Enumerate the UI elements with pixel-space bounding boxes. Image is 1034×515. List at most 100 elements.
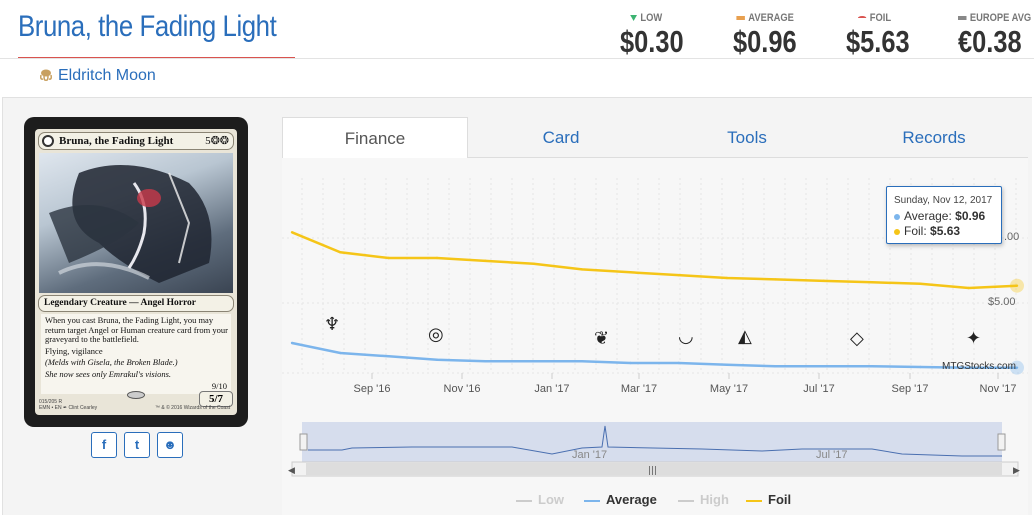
card-name: Bruna, the Fading Light <box>59 135 174 147</box>
average-data-point <box>580 360 584 363</box>
bar-icon <box>958 16 967 21</box>
chart-navigator[interactable]: ◀ ▶ ||| Jan '17 Jul '17 <box>288 422 1020 477</box>
navigator-label: Jul '17 <box>816 449 847 461</box>
tooltip-date: Sunday, Nov 12, 2017 <box>894 195 993 206</box>
navigator-scrollbar-thumb[interactable] <box>306 463 1002 475</box>
navigator-label: Jan '17 <box>572 449 607 461</box>
facebook-button[interactable]: f <box>91 432 117 458</box>
foil-data-point <box>387 256 390 260</box>
card-mana-cost: 5❂❂ <box>205 135 229 147</box>
reddit-button[interactable]: ☻ <box>157 432 183 458</box>
legend-low[interactable]: Low <box>516 492 564 508</box>
foil-data-point <box>290 231 294 234</box>
average-hover-point <box>1010 360 1024 375</box>
twitter-button[interactable]: t <box>124 432 150 458</box>
foil-data-point <box>629 271 632 274</box>
set-symbol-icon: ◇ <box>850 328 864 349</box>
average-data-point <box>919 365 922 369</box>
average-data-point <box>1015 366 1019 369</box>
price-low-label: LOW <box>640 12 663 24</box>
foil-data-point <box>774 278 777 281</box>
x-axis-labels: Sep '16 Nov '16 Jan '17 Mar '17 May '17 Jul '… <box>354 373 1017 395</box>
dfc-icon <box>42 135 54 147</box>
set-symbol-icon: ❦ <box>594 328 609 349</box>
foil-data-point <box>822 279 825 283</box>
x-tick-label: Nov '16 <box>444 383 481 395</box>
curve-icon <box>857 16 867 20</box>
x-tick-label: May '17 <box>710 383 748 395</box>
tab-finance[interactable]: Finance <box>282 117 468 158</box>
y-tick-label: $5.00 <box>988 296 1016 308</box>
tab-records[interactable]: Records <box>902 128 966 147</box>
navigator-right-handle[interactable] <box>997 433 1006 451</box>
legend-average[interactable]: Average <box>584 492 657 508</box>
set-symbol-icon: ✦ <box>966 328 981 349</box>
y-tick-label: .00 <box>1004 231 1019 243</box>
price-europe-label: EUROPE AVG <box>969 12 1032 24</box>
set-name[interactable]: Eldritch Moon <box>58 67 156 84</box>
foil-data-point <box>725 276 729 280</box>
foil-hover-point <box>1010 278 1024 293</box>
average-data-point <box>339 351 342 355</box>
set-symbol-icon: ◭ <box>738 326 752 347</box>
card-ability-text: When you cast Bruna, the Fading Light, y… <box>45 315 228 344</box>
header-divider <box>0 58 1034 59</box>
average-data-point <box>629 361 632 365</box>
tooltip-average: Average: $0.96 <box>894 209 985 223</box>
page-title: Bruna, the Fading Light <box>18 10 277 43</box>
scroll-right-icon[interactable]: ▶ <box>1013 466 1020 476</box>
navigator-series-line <box>308 425 1002 457</box>
legend-foil[interactable]: Foil <box>746 492 791 508</box>
reddit-icon: ☻ <box>163 437 177 452</box>
navigator-left-handle[interactable] <box>299 433 308 451</box>
navigator-selection[interactable] <box>302 422 1002 462</box>
average-series-line <box>291 341 1017 369</box>
foil-data-point <box>919 282 922 285</box>
tab-tools[interactable]: Tools <box>727 128 767 147</box>
average-data-point <box>532 360 535 363</box>
set-link[interactable]: Eldritch Moon <box>38 67 156 87</box>
facebook-icon: f <box>101 437 107 452</box>
foil-data-point <box>870 281 874 284</box>
average-data-point <box>484 360 487 363</box>
scroll-left-icon[interactable]: ◀ <box>288 466 295 476</box>
average-data-point <box>435 358 439 361</box>
tab-card[interactable]: Card <box>542 128 580 147</box>
price-foil-value: $5.63 <box>846 24 910 59</box>
x-tick-label: Mar '17 <box>621 383 657 395</box>
tab-bar: Finance Card Tools Records <box>282 117 1028 158</box>
price-chart-svg[interactable]: ♆ ◎ ❦ ◡ ◭ ◇ ✦ .00 $5.00 MTGStocks.com Sep '16 N… <box>282 158 1028 515</box>
holo-stamp-icon <box>127 391 145 399</box>
foil-data-point <box>967 286 970 290</box>
card-artist: EMN • EN ✒ Clint Cearley <box>39 405 98 411</box>
chart-tooltip: Sunday, Nov 12, 2017 Average: $0.96 Foil… <box>886 186 1002 244</box>
tooltip-foil: Foil: $5.63 <box>894 224 960 238</box>
chart-watermark: MTGStocks.com <box>942 361 1016 372</box>
legend-high[interactable]: High <box>678 492 729 508</box>
set-symbol-icon: ◡ <box>678 326 694 347</box>
average-data-point <box>290 341 294 345</box>
twitter-icon: t <box>134 437 140 452</box>
triangle-down-icon <box>630 15 637 22</box>
foil-data-point <box>1015 284 1019 287</box>
price-foil-label: FOIL <box>869 12 892 24</box>
price-average: AVERAGE $0.96 <box>733 10 833 59</box>
set-symbol-icon: ♆ <box>324 314 340 335</box>
price-low-value: $0.30 <box>620 24 684 59</box>
foil-data-point <box>532 262 535 265</box>
card-meld-pt: 9/10 <box>211 381 227 391</box>
foil-data-point <box>580 268 584 271</box>
average-data-point <box>725 363 729 366</box>
card-art <box>39 153 233 293</box>
card-type-line: Legendary Creature — Angel Horror <box>44 298 196 308</box>
average-data-point <box>870 365 874 368</box>
foil-data-point <box>435 256 439 260</box>
card-reminder-text: (Melds with Gisela, the Broken Blade.) <box>45 357 178 367</box>
x-tick-label: Jan '17 <box>534 383 569 395</box>
average-data-point <box>774 365 777 368</box>
set-symbol-icon: ◎ <box>428 324 444 345</box>
x-tick-label: Nov '17 <box>980 383 1017 395</box>
average-data-point <box>387 355 390 358</box>
foil-data-point <box>484 259 487 263</box>
scrollbar-grip-icon: ||| <box>648 466 657 476</box>
